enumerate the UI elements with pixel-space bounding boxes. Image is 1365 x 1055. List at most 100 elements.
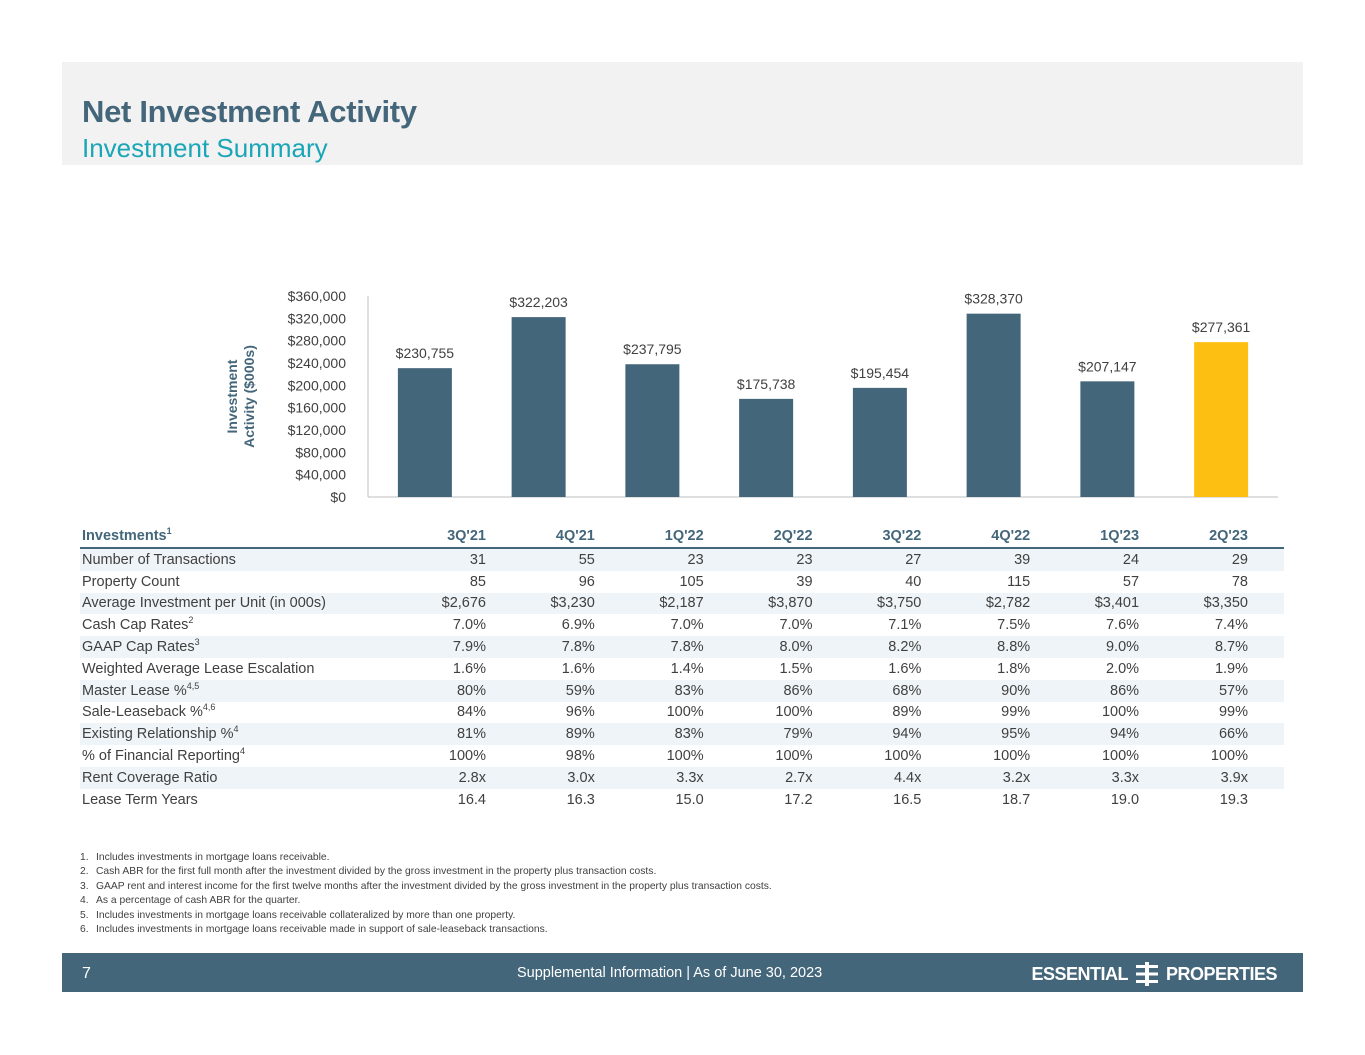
table-cell: 100% [1101, 704, 1140, 721]
table-cell: 105 [679, 573, 704, 590]
table-cell: 8.2% [848, 636, 958, 658]
table-cell: 4.4x [848, 766, 958, 789]
table-cell: 1.4% [670, 660, 704, 677]
y-tick-label: $200,000 [288, 377, 347, 393]
table-cell: 89% [892, 704, 922, 721]
table-cell: 100% [448, 748, 486, 765]
table-cell: 24 [1066, 548, 1176, 571]
column-header: 1Q'22 [630, 525, 740, 549]
row-label: GAAP Cap Rates3 [80, 636, 414, 658]
column-header: 4Q'22 [957, 525, 1067, 549]
table-cell: 7.0% [452, 617, 486, 634]
bar-3Q'22 [852, 387, 907, 497]
table-cell: 7.8% [630, 636, 740, 658]
row-label: Rent Coverage Ratio [80, 766, 414, 789]
bar-4Q'22 [966, 313, 1021, 497]
table-cell: 15.0 [675, 791, 704, 808]
footnote: 1. Includes investments in mortgage loans… [80, 852, 330, 863]
y-tick-label: $360,000 [288, 288, 347, 304]
table-cell: 100% [775, 704, 813, 721]
column-header: 2Q'22 [739, 525, 849, 549]
column-header: 1Q'23 [1066, 525, 1176, 549]
table-cell: 23 [739, 548, 849, 571]
column-header: 3Q'22 [848, 525, 958, 549]
table-cell: $3,401 [1066, 592, 1176, 615]
table-cell: 83% [630, 679, 740, 702]
table-cell: 83% [630, 723, 740, 746]
table-cell: 8.7% [1175, 636, 1284, 658]
table-cell: 39 [957, 548, 1067, 571]
row-label: Sale-Leaseback %4,6 [82, 702, 216, 721]
table-cell: 19.3 [1219, 791, 1248, 808]
table-cell: 86% [739, 679, 849, 702]
bar-4Q'21 [511, 317, 566, 497]
y-tick-label: $120,000 [288, 422, 347, 438]
table-cell: 3.2x [957, 766, 1067, 789]
table-cell: 7.9% [413, 636, 522, 658]
bar-2Q'23 [1194, 342, 1249, 497]
table-cell: 99% [1001, 704, 1031, 721]
table-row: Master Lease %4,5 80% 59% 83% 86% 68% 90% 86% 57… [80, 679, 1284, 702]
data-label: $322,203 [509, 294, 568, 310]
table-cell: 1.5% [779, 660, 813, 677]
table-cell: $3,750 [848, 592, 958, 615]
table-cell: 7.1% [888, 617, 922, 634]
row-label: Cash Cap Rates2 [82, 615, 194, 634]
bar-1Q'23 [1080, 381, 1135, 497]
bar-2Q'22 [739, 398, 794, 497]
table-cell: 100% [666, 748, 704, 765]
row-label: Existing Relationship %4 [80, 723, 414, 746]
table-cell: 39 [796, 573, 813, 590]
table-row: Weighted Average Lease Escalation 1.6% 1.6… [80, 658, 1284, 680]
y-tick-label: $280,000 [288, 333, 347, 349]
table-cell: 99% [1218, 704, 1248, 721]
footer-band: 7 Supplemental Information | As of June … [62, 953, 1303, 992]
footnote: 4. As a percentage of cash ABR for the qu… [80, 895, 301, 907]
logo-word-left: ESSENTIAL [1031, 963, 1128, 984]
table-cell: 94% [1066, 723, 1176, 746]
table-cell: 89% [521, 723, 631, 746]
table-header-row: Investments1 3Q'21 4Q'21 1Q'22 2Q'22 3Q'22 4Q… [80, 525, 1284, 549]
footnote: 6. Includes investments in mortgage loans… [80, 924, 548, 936]
table-cell: 7.6% [1105, 617, 1140, 634]
table-cell: $2,187 [630, 592, 740, 615]
logo-word-right: PROPERTIES [1165, 963, 1278, 984]
data-label: $328,370 [964, 291, 1023, 307]
y-tick-label: $40,000 [295, 467, 346, 483]
table-cell: 29 [1175, 548, 1284, 571]
y-tick-label: $320,000 [288, 310, 347, 326]
data-label: $277,361 [1192, 319, 1251, 335]
table-cell: $2,782 [957, 592, 1067, 615]
table-cell: 57 [1122, 573, 1140, 590]
table-cell: 80% [413, 679, 522, 702]
row-label: % of Financial Reporting4 [82, 746, 245, 765]
table-cell: 2.7x [739, 766, 849, 789]
table-cell: 7.0% [670, 617, 704, 634]
table-cell: 1.9% [1214, 660, 1248, 677]
table-cell: 18.7 [1001, 791, 1031, 808]
column-header: 2Q'23 [1175, 525, 1284, 549]
table-cell: $3,870 [739, 592, 849, 615]
table-cell: 2.8x [413, 766, 522, 789]
table-row: GAAP Cap Rates3 7.9% 7.8% 7.8% 8.0% 8.2% 8.8% 9… [80, 636, 1284, 658]
page-title: Net Investment Activity [82, 94, 417, 129]
data-label: $237,795 [623, 341, 682, 357]
row-label: Number of Transactions [80, 548, 414, 571]
table-cell: 1.6% [561, 660, 595, 677]
y-tick-label: $0 [330, 489, 346, 505]
table-cell: 1.6% [452, 660, 486, 677]
footnote: 5. Includes investments in mortgage loans… [80, 909, 516, 921]
table-cell: 96% [565, 704, 595, 721]
page-number: 7 [82, 965, 91, 982]
y-tick-label: $80,000 [295, 444, 346, 460]
table-row: % of Financial Reporting4 100% 98% 100% 100%… [80, 745, 1284, 767]
table-cell: 6.9% [561, 617, 595, 634]
bar-1Q'22 [625, 364, 680, 497]
table-cell: 57% [1175, 679, 1284, 702]
data-label: $207,147 [1078, 358, 1137, 374]
table-cell: 98% [565, 748, 595, 765]
table-cell: 100% [666, 704, 704, 721]
logo-mark-icon [1135, 962, 1158, 986]
table-cell: 100% [775, 748, 813, 765]
table-cell: 100% [1101, 748, 1140, 765]
